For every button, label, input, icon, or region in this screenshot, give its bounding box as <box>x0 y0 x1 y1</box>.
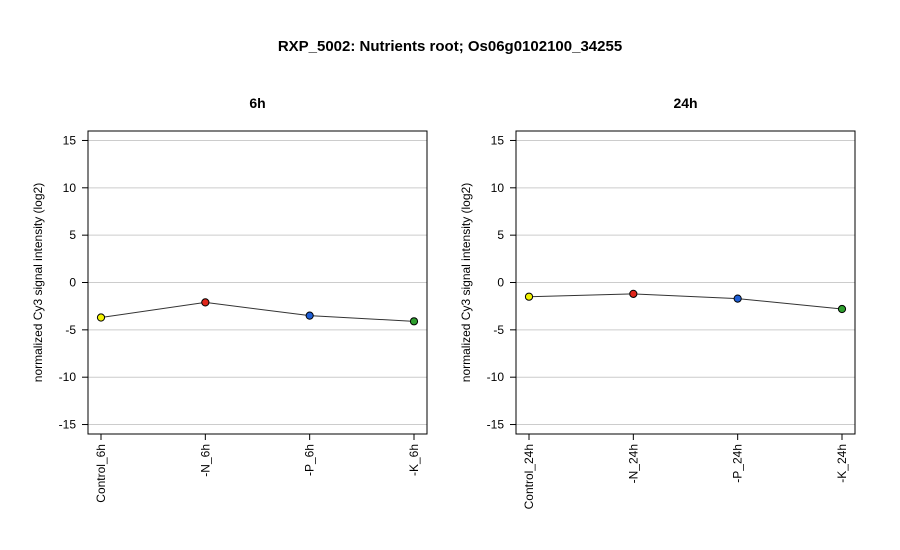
y-tick-label: 5 <box>69 228 76 242</box>
x-tick-label: Control_24h <box>522 444 536 509</box>
y-tick-label: 10 <box>491 181 505 195</box>
series-line <box>528 293 843 310</box>
y-tick-label: 0 <box>69 276 76 290</box>
x-tick-label: -P_24h <box>731 444 745 483</box>
x-tick-label: -N_6h <box>198 444 212 477</box>
x-tick-label: -N_24h <box>626 444 640 483</box>
x-tick-label: -P_6h <box>303 444 317 476</box>
x-tick-label: -K_24h <box>835 444 849 483</box>
data-point <box>524 292 534 301</box>
data-point <box>96 313 106 322</box>
y-tick-label: 15 <box>63 133 77 147</box>
panel-title: 6h <box>249 95 265 111</box>
data-point <box>305 311 314 320</box>
y-tick-label: 5 <box>497 228 504 242</box>
y-tick-label: -5 <box>65 323 76 337</box>
x-tick-label: Control_6h <box>94 444 108 503</box>
main-title: RXP_5002: Nutrients root; Os06g0102100_3… <box>277 38 623 55</box>
data-point <box>629 289 638 298</box>
y-tick-label: -5 <box>493 323 504 337</box>
y-axis-label: normalized Cy3 signal intensity (log2) <box>31 183 45 382</box>
data-point <box>733 294 742 303</box>
panel-title: 24h <box>673 95 697 111</box>
y-tick-label: 10 <box>63 181 77 195</box>
y-tick-label: 15 <box>491 133 505 147</box>
y-tick-label: -15 <box>487 418 505 432</box>
y-tick-label: 0 <box>497 276 504 290</box>
series-line <box>100 301 415 322</box>
x-tick-label: -K_6h <box>407 444 421 476</box>
data-point <box>409 317 419 326</box>
data-point <box>201 298 210 307</box>
y-tick-label: -10 <box>487 370 505 384</box>
y-axis-label: normalized Cy3 signal intensity (log2) <box>459 183 473 382</box>
y-tick-label: -15 <box>59 418 77 432</box>
data-point <box>837 304 847 314</box>
y-tick-label: -10 <box>59 370 77 384</box>
